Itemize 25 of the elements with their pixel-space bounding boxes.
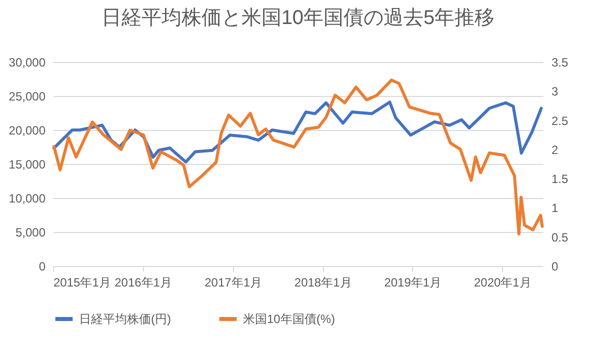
y-tick-label: 30,000	[8, 56, 46, 70]
y2-tick-label: 2	[552, 142, 558, 157]
x-tick-label: 2015年1月	[54, 276, 111, 290]
y2-tick-label: 0.5	[552, 230, 569, 244]
line-series	[52, 78, 544, 236]
y2-tick-label: 1.5	[552, 172, 569, 186]
y2-tick-label: 3	[552, 84, 558, 99]
y-tick-label: 10,000	[8, 192, 46, 206]
y2-tick-label: 1	[552, 201, 558, 216]
y2-tick-label: 2.5	[552, 114, 569, 128]
x-tick-label: 2017年1月	[204, 276, 262, 290]
x-tick-label: 2018年1月	[294, 276, 352, 290]
y-tick-label: 15,000	[8, 158, 46, 172]
y-tick-label: 0	[38, 260, 46, 274]
y-tick-label: 20,000	[8, 124, 46, 138]
y2-tick-label: 3.5	[552, 56, 569, 70]
chart-title: 日経平均株価と米国10年国債の過去5年推移	[101, 7, 495, 29]
legend-label: 日経平均株価(円)	[79, 312, 171, 326]
y-tick-label: 5,000	[15, 226, 46, 240]
x-tick-label: 2016年1月	[114, 276, 172, 290]
y-tick-label: 25,000	[8, 90, 46, 104]
legend-label: 米国10年国債(%)	[243, 312, 336, 326]
x-tick-label: 2020年1月	[474, 276, 532, 290]
x-tick-label: 2019年1月	[384, 276, 442, 290]
y2-tick-label: 0	[552, 260, 558, 274]
